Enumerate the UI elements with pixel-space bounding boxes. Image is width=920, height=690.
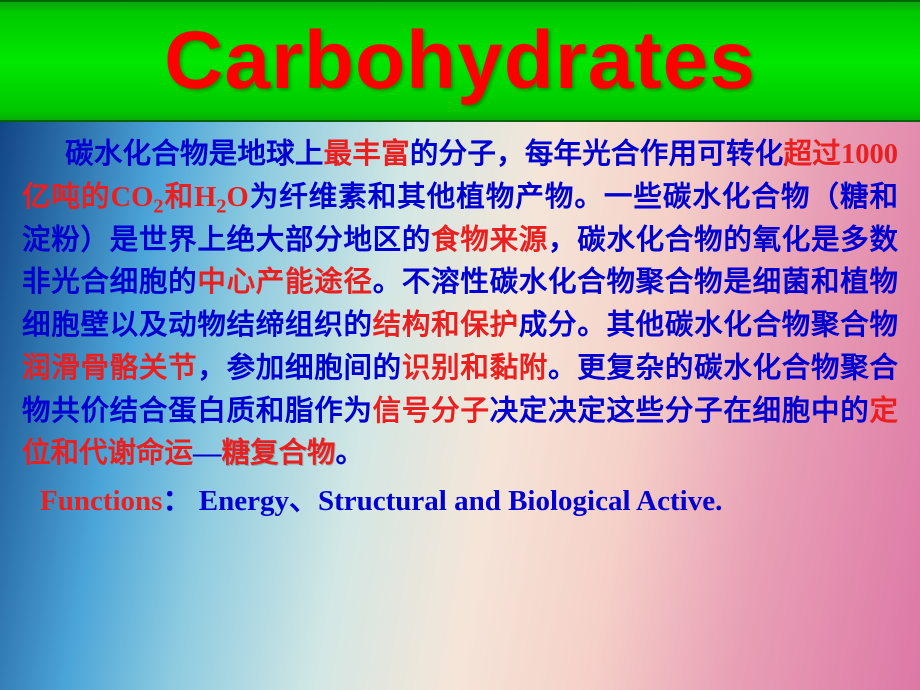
highlight: 识别和黏附 xyxy=(402,353,548,384)
slide-title: Carbohydrates xyxy=(164,14,756,108)
highlight: 润滑骨骼关节 xyxy=(22,353,197,384)
highlight: 最丰富 xyxy=(324,139,410,170)
text: — xyxy=(193,438,222,469)
text: 。 xyxy=(336,438,365,469)
title-bar: Carbohydrates xyxy=(0,0,920,122)
text: ，参加细胞间的 xyxy=(197,353,402,384)
functions-label: Functions xyxy=(40,485,162,517)
highlight: 结构和保护 xyxy=(373,310,519,341)
subscript: 2 xyxy=(153,195,163,217)
functions-text: Energy、Structural and Biological Active. xyxy=(192,485,723,517)
highlight: 信号分子 xyxy=(373,396,490,427)
text: 的分子，每年光合作用可转化 xyxy=(410,139,784,170)
subscript: 2 xyxy=(216,195,226,217)
text: 决定决定这些分子在细胞中的 xyxy=(490,396,870,427)
paragraph: 碳水化合物是地球上最丰富的分子，每年光合作用可转化超过1000亿吨的CO2和H2… xyxy=(22,134,898,476)
text: ： xyxy=(162,485,191,517)
text: 碳水化合物是地球上 xyxy=(65,139,324,170)
functions-line: Functions： Energy、Structural and Biologi… xyxy=(22,480,898,522)
text: 成分。其他碳水化合物聚合物 xyxy=(519,310,898,341)
text: 和H xyxy=(164,182,217,213)
text: O xyxy=(227,182,249,213)
highlight-bold: 糖复合物 xyxy=(222,438,336,469)
highlight: 中心产能途径 xyxy=(197,267,372,298)
highlight: 食物来源 xyxy=(431,225,548,256)
slide-body: 碳水化合物是地球上最丰富的分子，每年光合作用可转化超过1000亿吨的CO2和H2… xyxy=(0,122,920,522)
